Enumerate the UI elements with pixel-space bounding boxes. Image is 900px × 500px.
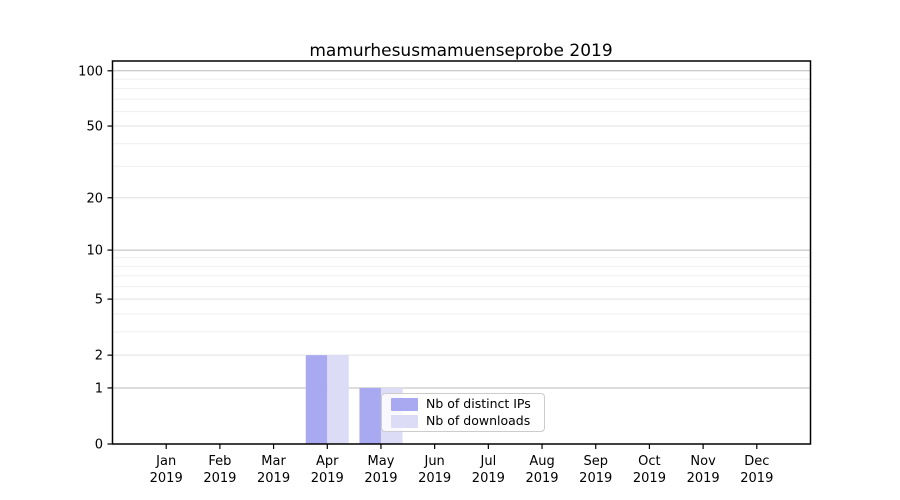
- x-tick-label-year: 2019: [472, 471, 505, 486]
- x-tick-label-year: 2019: [687, 471, 720, 486]
- legend-swatch-downloads: [391, 414, 418, 428]
- x-tick-label-month: Apr: [316, 454, 339, 469]
- x-tick-label-month: Nov: [690, 454, 716, 469]
- legend-label-distinct-ips: Nb of distinct IPs: [426, 396, 531, 411]
- bar-apr-downloads: [327, 355, 349, 444]
- plot-border: [111, 60, 812, 445]
- x-tick-label-month: Sep: [583, 454, 608, 469]
- x-tick-label-year: 2019: [311, 471, 344, 486]
- x-tick-label-year: 2019: [418, 471, 451, 486]
- x-tick-label-year: 2019: [579, 471, 612, 486]
- x-tick-label-year: 2019: [525, 471, 558, 486]
- x-tick-label-month: Dec: [744, 454, 769, 469]
- x-tick-label-year: 2019: [203, 471, 236, 486]
- x-tick-label-month: Aug: [529, 454, 554, 469]
- x-tick-label-year: 2019: [740, 471, 773, 486]
- legend: Nb of distinct IPs Nb of downloads: [381, 393, 545, 432]
- x-tick-label-month: Jan: [155, 454, 176, 469]
- x-tick-label-month: May: [368, 454, 395, 469]
- y-tick-label: 10: [86, 244, 103, 259]
- chart-title: mamurhesusmamuenseprobe 2019: [309, 41, 613, 61]
- legend-item-downloads: Nb of downloads: [391, 414, 538, 428]
- y-tick-label: 0: [95, 438, 103, 453]
- y-tick-label: 1: [95, 381, 103, 396]
- legend-swatch-distinct-ips: [391, 397, 418, 411]
- x-tick-label-year: 2019: [257, 471, 290, 486]
- y-tick-label: 20: [86, 191, 103, 206]
- x-tick-label-year: 2019: [364, 471, 397, 486]
- x-tick-label-year: 2019: [633, 471, 666, 486]
- y-tick-label: 5: [95, 293, 103, 308]
- y-tick-label: 50: [86, 120, 103, 135]
- x-tick-label-month: Feb: [208, 454, 231, 469]
- legend-label-downloads: Nb of downloads: [426, 413, 531, 428]
- x-tick-label-month: Jun: [423, 454, 444, 469]
- x-tick-label-month: Jul: [480, 454, 497, 469]
- x-tick-label-month: Oct: [638, 454, 660, 469]
- legend-item-distinct-ips: Nb of distinct IPs: [391, 397, 538, 411]
- y-tick-label: 2: [95, 349, 103, 364]
- bar-apr-distinct-ips: [305, 355, 328, 444]
- y-tick-label: 100: [78, 64, 103, 79]
- x-tick-label-month: Mar: [261, 454, 286, 469]
- x-tick-label-year: 2019: [150, 471, 183, 486]
- bar-may-distinct-ips: [359, 387, 381, 444]
